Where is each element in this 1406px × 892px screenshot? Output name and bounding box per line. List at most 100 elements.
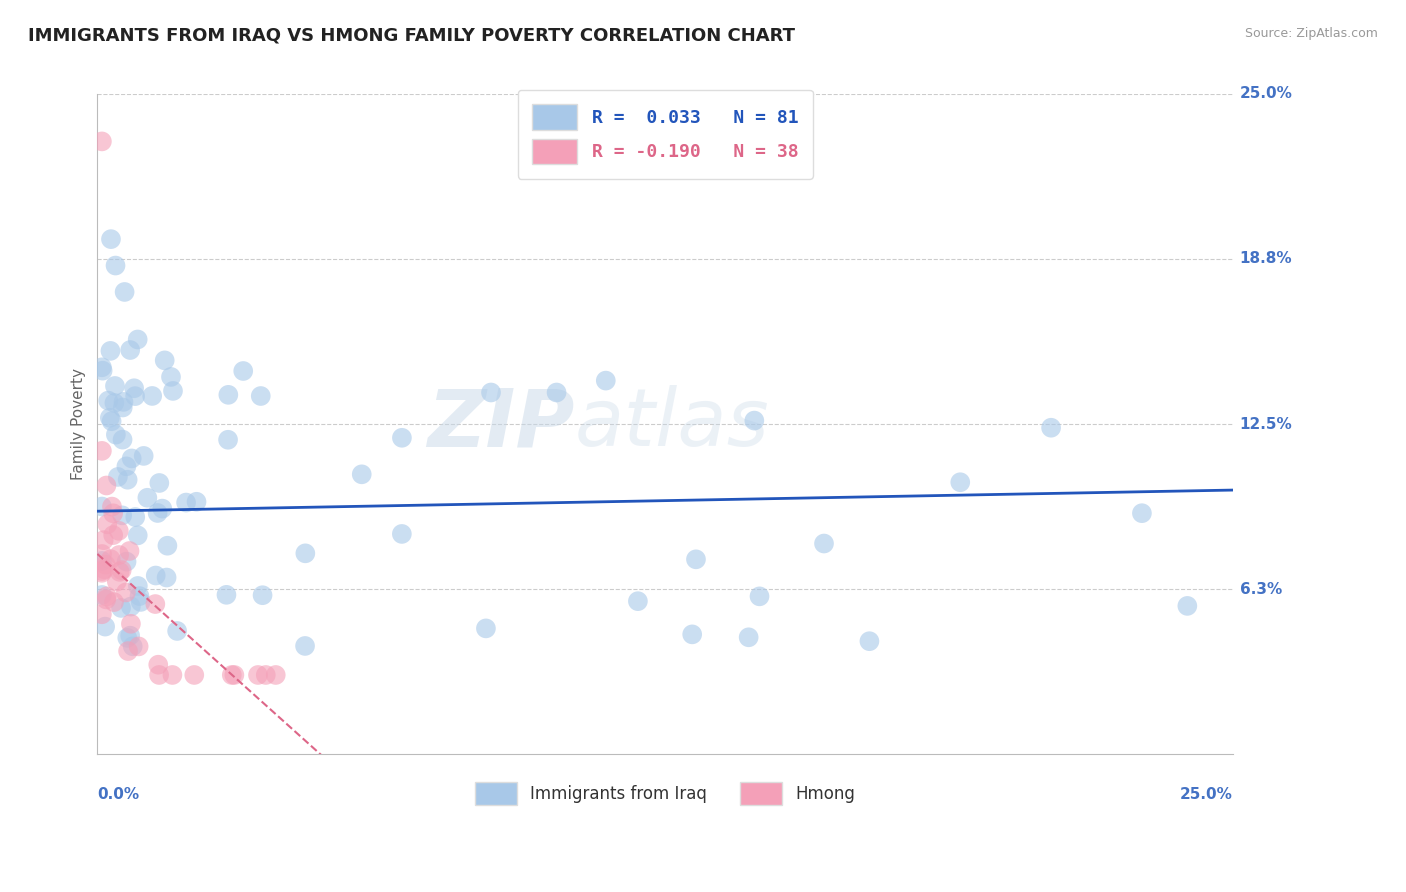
Point [249, 389, 271, 403]
Point [737, 630, 759, 644]
Point [117, 644, 139, 658]
Point [150, 501, 173, 516]
Point [148, 668, 170, 682]
Point [100, 343, 122, 358]
Point [153, 353, 176, 368]
Point [252, 588, 274, 602]
Text: 18.8%: 18.8% [1240, 252, 1292, 267]
Point [98, 410, 121, 425]
Point [1040, 421, 1063, 435]
Point [224, 668, 246, 682]
Point [748, 590, 770, 604]
Point [105, 574, 128, 589]
Point [100, 552, 122, 566]
Point [110, 601, 132, 615]
Point [101, 500, 124, 514]
Point [1175, 599, 1198, 613]
Point [91, 364, 114, 378]
Point [104, 427, 127, 442]
Point [264, 668, 287, 682]
Point [391, 431, 413, 445]
Point [90, 564, 112, 578]
Point [858, 634, 880, 648]
Point [103, 528, 125, 542]
Point [391, 527, 413, 541]
Point [156, 539, 179, 553]
Point [221, 668, 243, 682]
Point [111, 563, 134, 577]
Point [162, 384, 184, 398]
Point [127, 528, 149, 542]
Point [232, 364, 254, 378]
Point [111, 508, 134, 523]
Point [294, 639, 316, 653]
Point [90, 566, 112, 580]
Text: 6.3%: 6.3% [1240, 582, 1282, 597]
Point [162, 668, 184, 682]
Text: 12.5%: 12.5% [1240, 417, 1292, 432]
Legend: Immigrants from Iraq, Hmong: Immigrants from Iraq, Hmong [468, 775, 862, 812]
Point [246, 668, 269, 682]
Text: ZIP: ZIP [427, 385, 574, 463]
Point [96, 592, 118, 607]
Text: atlas: atlas [574, 385, 769, 463]
Point [120, 629, 142, 643]
Point [186, 495, 208, 509]
Point [143, 597, 166, 611]
Point [627, 594, 650, 608]
Point [100, 414, 122, 428]
Point [183, 668, 205, 682]
Point [93, 533, 115, 548]
Point [104, 259, 127, 273]
Point [128, 640, 150, 654]
Point [132, 449, 155, 463]
Point [117, 473, 139, 487]
Text: IMMIGRANTS FROM IRAQ VS HMONG FAMILY POVERTY CORRELATION CHART: IMMIGRANTS FROM IRAQ VS HMONG FAMILY POV… [28, 27, 796, 45]
Point [475, 621, 498, 635]
Point [108, 548, 131, 562]
Point [103, 595, 125, 609]
Text: 25.0%: 25.0% [1240, 87, 1292, 102]
Point [1130, 506, 1153, 520]
Point [120, 343, 142, 357]
Point [294, 546, 316, 560]
Point [136, 491, 159, 505]
Point [148, 475, 170, 490]
Point [121, 451, 143, 466]
Point [129, 595, 152, 609]
Point [94, 558, 117, 572]
Point [118, 544, 141, 558]
Point [217, 433, 239, 447]
Text: 25.0%: 25.0% [1180, 788, 1233, 802]
Point [166, 624, 188, 638]
Point [103, 396, 125, 410]
Point [155, 570, 177, 584]
Point [127, 579, 149, 593]
Point [148, 657, 170, 672]
Point [107, 470, 129, 484]
Point [111, 433, 134, 447]
Point [595, 374, 617, 388]
Point [91, 547, 114, 561]
Point [90, 588, 112, 602]
Point [681, 627, 703, 641]
Point [112, 395, 135, 409]
Point [90, 554, 112, 568]
Point [160, 370, 183, 384]
Point [744, 414, 766, 428]
Point [93, 562, 115, 576]
Point [120, 616, 142, 631]
Point [949, 475, 972, 490]
Point [174, 495, 197, 509]
Point [90, 135, 112, 149]
Point [145, 568, 167, 582]
Text: Source: ZipAtlas.com: Source: ZipAtlas.com [1244, 27, 1378, 40]
Point [96, 517, 118, 532]
Point [120, 599, 142, 614]
Point [111, 401, 134, 415]
Point [546, 385, 568, 400]
Point [107, 524, 129, 538]
Point [217, 388, 239, 402]
Point [100, 232, 122, 246]
Point [121, 640, 143, 654]
